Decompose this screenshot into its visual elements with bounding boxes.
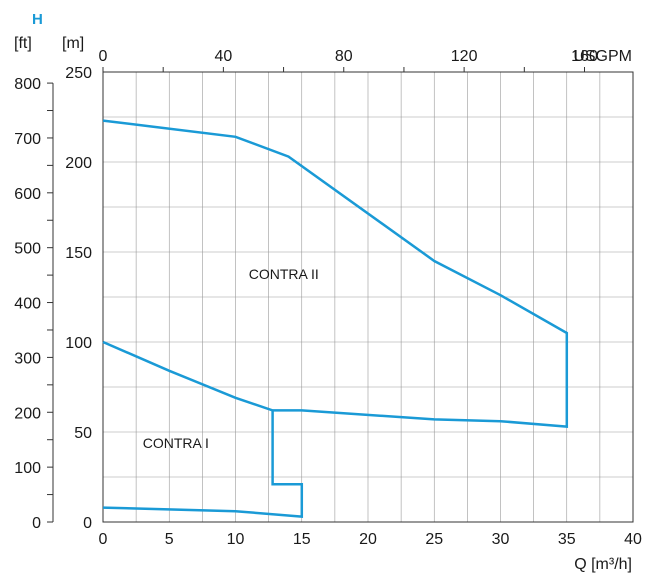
ft-tick-label: 700 bbox=[14, 131, 41, 148]
ft-unit-label: [ft] bbox=[14, 35, 32, 52]
usgpm-tick-label: 120 bbox=[451, 48, 478, 65]
ft-tick-label: 200 bbox=[14, 405, 41, 422]
plot-frame bbox=[102, 71, 634, 523]
grid bbox=[103, 72, 633, 522]
region-label: CONTRA II bbox=[249, 266, 319, 282]
m-tick-label: 50 bbox=[74, 425, 92, 442]
m-tick-label: 0 bbox=[83, 515, 92, 532]
x-tick-label: 40 bbox=[624, 531, 642, 548]
m-unit-label: [m] bbox=[62, 35, 84, 52]
x-tick-label: 35 bbox=[558, 531, 576, 548]
h-axis-symbol: H bbox=[32, 11, 43, 28]
x-tick-label: 20 bbox=[359, 531, 377, 548]
x-tick-label: 10 bbox=[227, 531, 245, 548]
axes: 0510152025303540040801201602000501001502… bbox=[14, 48, 642, 548]
ft-tick-label: 0 bbox=[32, 515, 41, 532]
usgpm-tick-label: 80 bbox=[335, 48, 353, 65]
x-tick-label: 30 bbox=[492, 531, 510, 548]
m-tick-label: 200 bbox=[65, 155, 92, 172]
x-tick-label: 5 bbox=[165, 531, 174, 548]
usgpm-tick-label: 160 bbox=[571, 48, 598, 65]
ft-tick-label: 600 bbox=[14, 186, 41, 203]
curve-contra-i bbox=[102, 410, 304, 518]
m-tick-label: 100 bbox=[65, 335, 92, 352]
usgpm-tick-label: 40 bbox=[214, 48, 232, 65]
x-tick-label: 25 bbox=[425, 531, 443, 548]
x-tick-label: 0 bbox=[99, 531, 108, 548]
q-axis-label: Q [m³/h] bbox=[574, 556, 632, 573]
ft-tick-label: 300 bbox=[14, 350, 41, 367]
curves bbox=[102, 119, 569, 518]
usgpm-unit-label: USGPM bbox=[573, 48, 632, 65]
ft-tick-label: 500 bbox=[14, 241, 41, 258]
curve-contra-ii bbox=[102, 119, 569, 428]
ft-tick-label: 800 bbox=[14, 76, 41, 93]
usgpm-tick-label: 0 bbox=[99, 48, 108, 65]
ft-tick-label: 400 bbox=[14, 296, 41, 313]
m-tick-label: 150 bbox=[65, 245, 92, 262]
x-tick-label: 15 bbox=[293, 531, 311, 548]
ft-tick-label: 100 bbox=[14, 460, 41, 477]
m-tick-label: 250 bbox=[65, 65, 92, 82]
region-label: CONTRA I bbox=[143, 435, 209, 451]
region-labels: CONTRA II CONTRA I bbox=[143, 266, 319, 451]
